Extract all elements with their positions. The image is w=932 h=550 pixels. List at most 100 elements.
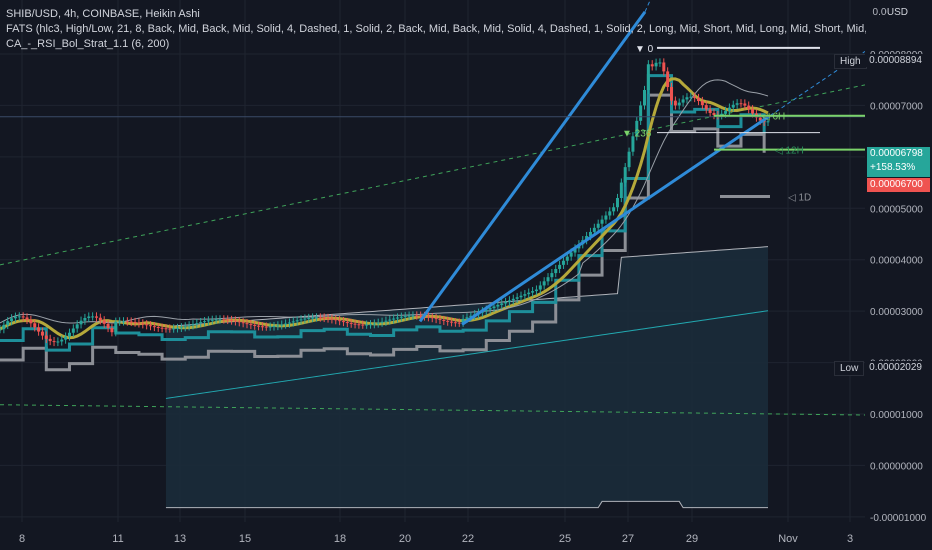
candle-body [654, 62, 658, 67]
candle-body [330, 318, 334, 320]
candle-body [724, 110, 728, 114]
candle-body [403, 316, 407, 318]
candle-body [631, 136, 635, 152]
candle-body [365, 324, 369, 326]
candle-body [542, 281, 546, 286]
candle-body [727, 107, 731, 111]
candle-body [700, 101, 704, 106]
candle-body [314, 317, 318, 319]
candle-body [206, 320, 210, 322]
candle-body [531, 291, 535, 293]
time-label: 29 [685, 533, 699, 545]
current-price-value: 0.00006798 [870, 148, 923, 159]
candle-body [712, 112, 716, 116]
time-label: 25 [558, 533, 572, 545]
candle-body [623, 167, 627, 183]
candle-body [457, 322, 461, 324]
candle-body [523, 294, 527, 296]
candle-body [434, 318, 438, 320]
rsi-band-area [165, 246, 768, 508]
current-price-tag: 0.00006798 +158.53% [867, 147, 930, 177]
price-tick-label: 0.00004000 [870, 256, 923, 267]
candle-body [384, 320, 388, 322]
candle-body [396, 317, 400, 319]
candle-body [334, 319, 338, 321]
candle-body [708, 109, 712, 113]
candle-body [662, 62, 666, 72]
candle-body [48, 338, 52, 342]
candle-body [438, 319, 442, 321]
time-label: 3 [846, 533, 854, 545]
candle-body [284, 323, 288, 325]
candle-body [94, 316, 98, 318]
candle-body [176, 327, 180, 329]
candle-body [704, 105, 708, 110]
candle-body [604, 215, 608, 220]
candle-body [426, 316, 430, 318]
candle-body [98, 317, 102, 321]
timeframe-label-12h: ◁ 12H [775, 146, 804, 157]
candle-body [291, 321, 295, 323]
candle-body [639, 105, 643, 121]
time-label: Nov [778, 533, 798, 545]
candle-body [658, 62, 662, 64]
candle-body [353, 323, 357, 325]
high-marker-value: 0.00008894 [865, 54, 926, 67]
candle-body [145, 324, 149, 326]
candle-body [2, 324, 6, 330]
candle-body [743, 103, 747, 106]
candle-body [619, 182, 623, 198]
candle-body [492, 306, 496, 309]
candle-body [272, 326, 276, 328]
candle-body [751, 109, 755, 114]
candle-body [121, 321, 125, 323]
candle-body [368, 324, 372, 326]
candle-body [276, 325, 280, 327]
candle-body [500, 303, 504, 305]
candle-body [233, 320, 237, 322]
legend-fats-line: FATS (hlc3, High/Low, 21, 8, Back, Mid, … [6, 23, 866, 35]
candle-body [160, 327, 164, 329]
candle-body [554, 268, 558, 274]
candle-body [152, 326, 156, 328]
price-tick-label: 0.00007000 [870, 101, 923, 112]
candle-body [295, 320, 299, 322]
candle-body [550, 273, 554, 278]
candle-body [237, 321, 241, 323]
candle-body [6, 321, 10, 325]
candle-body [338, 320, 342, 322]
candle-body [415, 315, 419, 317]
candle-body [257, 325, 261, 327]
candle-body [214, 319, 218, 321]
candle-body [33, 323, 37, 328]
candle-body [488, 308, 492, 310]
currency-label[interactable]: USD [886, 7, 908, 18]
candle-body [318, 317, 322, 319]
candle-body [114, 321, 118, 333]
candle-body [226, 319, 230, 321]
candle-body [64, 336, 68, 340]
time-label: 8 [18, 533, 26, 545]
candle-body [260, 326, 264, 328]
candle-body [697, 98, 701, 102]
candle-body [561, 260, 565, 265]
candle-body [71, 328, 75, 333]
candle-body [666, 71, 670, 88]
candle-body [380, 321, 384, 323]
candle-body [372, 323, 376, 325]
candle-body [446, 320, 450, 322]
chart-legend: SHIB/USD, 4h, COINBASE, Heikin Ashi FATS… [6, 7, 866, 52]
candle-body [569, 252, 573, 257]
candle-body [149, 325, 153, 327]
timeframe-label-6h: ◁ 6H [762, 112, 785, 123]
time-label: 27 [621, 533, 635, 545]
legend-rsi-line: CA_-_RSI_Bol_Strat_1.1 (6, 200) [6, 38, 170, 50]
candle-body [91, 316, 95, 318]
candle-body [608, 211, 612, 216]
candle-body [118, 321, 122, 323]
candle-body [218, 319, 222, 321]
time-label: 22 [461, 533, 475, 545]
price-tick-label: -0.00001000 [870, 513, 927, 524]
candle-body [357, 324, 361, 326]
